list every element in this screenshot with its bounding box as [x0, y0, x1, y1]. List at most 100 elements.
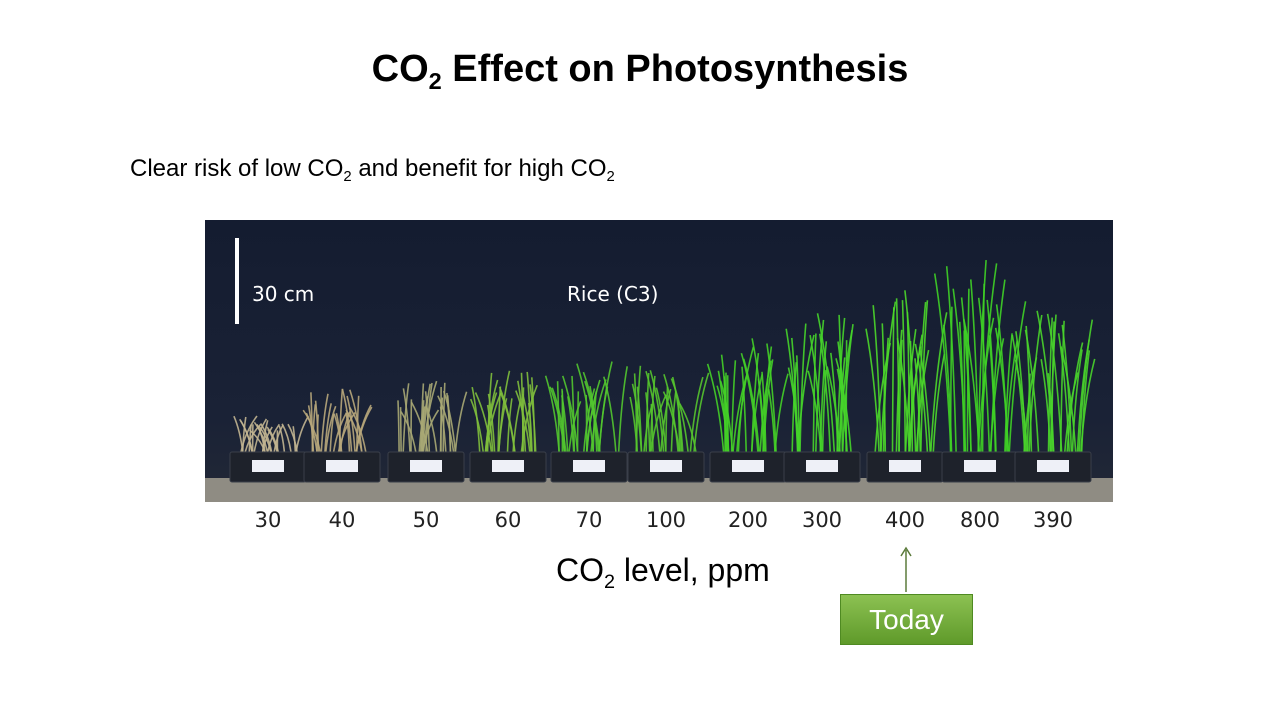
- plant-blade: [689, 376, 704, 453]
- title-subscript: 2: [428, 68, 442, 95]
- plant-blade: [1061, 324, 1073, 453]
- plant-blade: [345, 412, 351, 453]
- plant-blade: [421, 383, 431, 453]
- plant-blade: [872, 305, 882, 453]
- plant-blade: [266, 426, 280, 453]
- tick-label: 70: [575, 508, 603, 532]
- plant-blade: [915, 349, 930, 453]
- plant-blade: [603, 376, 617, 453]
- plant-blade: [544, 375, 560, 453]
- plant-blade: [471, 386, 481, 453]
- plant-blade: [819, 341, 828, 453]
- plant-blade: [529, 384, 537, 453]
- plant-blade: [986, 299, 997, 453]
- plant-blade: [325, 405, 337, 453]
- plant-blade: [762, 346, 773, 453]
- plant-blade: [845, 340, 848, 453]
- plant-blade: [1040, 359, 1052, 453]
- plant-blade: [679, 403, 697, 453]
- plant-blade: [767, 389, 776, 453]
- plant-blade: [576, 391, 580, 453]
- plant-blade: [253, 418, 268, 453]
- subtitle-text-rest: and benefit for high CO: [351, 155, 607, 182]
- plant-blade: [332, 412, 348, 453]
- plant-blade: [273, 424, 284, 453]
- plant-blade: [266, 423, 280, 453]
- plant-blade: [258, 425, 272, 453]
- plant-blade: [233, 415, 244, 453]
- plant-blade: [617, 366, 628, 453]
- tick-label: 390: [1032, 508, 1074, 532]
- pot-label: [732, 460, 764, 472]
- plant-blade: [267, 428, 278, 453]
- plant-blade: [766, 343, 777, 453]
- plant-blade: [977, 260, 987, 453]
- co2-axis-ticks: 30 40 50 60 70 100 200 300 400 800 390: [0, 508, 1280, 538]
- plant-blade: [812, 333, 817, 453]
- axis-label-text: CO: [556, 552, 604, 588]
- plant-blade: [964, 326, 972, 453]
- pot-label: [410, 460, 442, 472]
- plant-blade: [1047, 317, 1053, 453]
- plant-blade: [497, 386, 502, 453]
- plant-blade: [278, 425, 286, 453]
- pot-label: [650, 460, 682, 472]
- plant-blade: [437, 395, 455, 453]
- plant-blade: [909, 340, 914, 453]
- plant-blade: [670, 378, 689, 453]
- plant-blade: [865, 328, 880, 453]
- plant-blade: [660, 388, 672, 453]
- plant-blade: [920, 300, 929, 453]
- plant-blade: [706, 363, 725, 453]
- slide-title: CO2 Effect on Photosynthesis: [0, 48, 1280, 95]
- plant-blade: [515, 390, 531, 453]
- plant-blade: [454, 391, 468, 453]
- plant-blade: [716, 385, 730, 453]
- plant-blade: [737, 383, 746, 453]
- pot-label: [1037, 460, 1069, 472]
- plant-blade: [914, 358, 922, 453]
- plant-blade: [349, 389, 363, 453]
- plant-blade: [241, 416, 247, 453]
- title-text: CO: [371, 48, 429, 90]
- plant-blade: [643, 403, 654, 453]
- plant-blade: [774, 373, 789, 453]
- plant-blade: [1047, 373, 1055, 453]
- plant-blade: [1071, 349, 1083, 453]
- plant-blade: [663, 373, 679, 453]
- plant-blade: [1078, 319, 1094, 453]
- plant-blade: [1057, 333, 1070, 453]
- plant-blade: [498, 386, 516, 453]
- tick-label: 60: [494, 508, 522, 532]
- subtitle-text: Clear risk of low CO: [130, 155, 344, 182]
- plant-blade: [742, 358, 760, 453]
- plant-blade: [963, 330, 966, 453]
- axis-label-subscript: 2: [604, 570, 616, 593]
- plant-blade: [598, 386, 609, 453]
- tick-label: 800: [959, 508, 1001, 532]
- scale-bar-label: 30 cm: [252, 282, 315, 306]
- plant-blade: [355, 404, 372, 453]
- plant-blade: [320, 393, 329, 453]
- pot-label: [889, 460, 921, 472]
- species-label: Rice (C3): [567, 282, 659, 306]
- pot-label: [806, 460, 838, 472]
- plant-blade: [256, 423, 266, 453]
- plant-blade: [425, 406, 438, 453]
- plant-blade: [295, 415, 310, 453]
- plant-blade: [571, 375, 576, 453]
- tick-label: 400: [884, 508, 926, 532]
- plant-blade: [402, 388, 411, 453]
- plants-illustration: [205, 238, 1113, 502]
- plant-blade: [551, 387, 567, 453]
- plant-blade: [424, 391, 431, 453]
- plant-blade: [402, 383, 410, 453]
- plant-blade: [1064, 372, 1079, 453]
- plant-blade: [717, 370, 728, 453]
- tick-label: 100: [645, 508, 687, 532]
- rice-plants-photo: 30 cm Rice (C3): [205, 220, 1113, 502]
- plant-blade: [397, 400, 400, 453]
- plant-blade: [590, 379, 607, 453]
- plant-blade: [980, 263, 998, 453]
- plant-blade: [469, 398, 484, 453]
